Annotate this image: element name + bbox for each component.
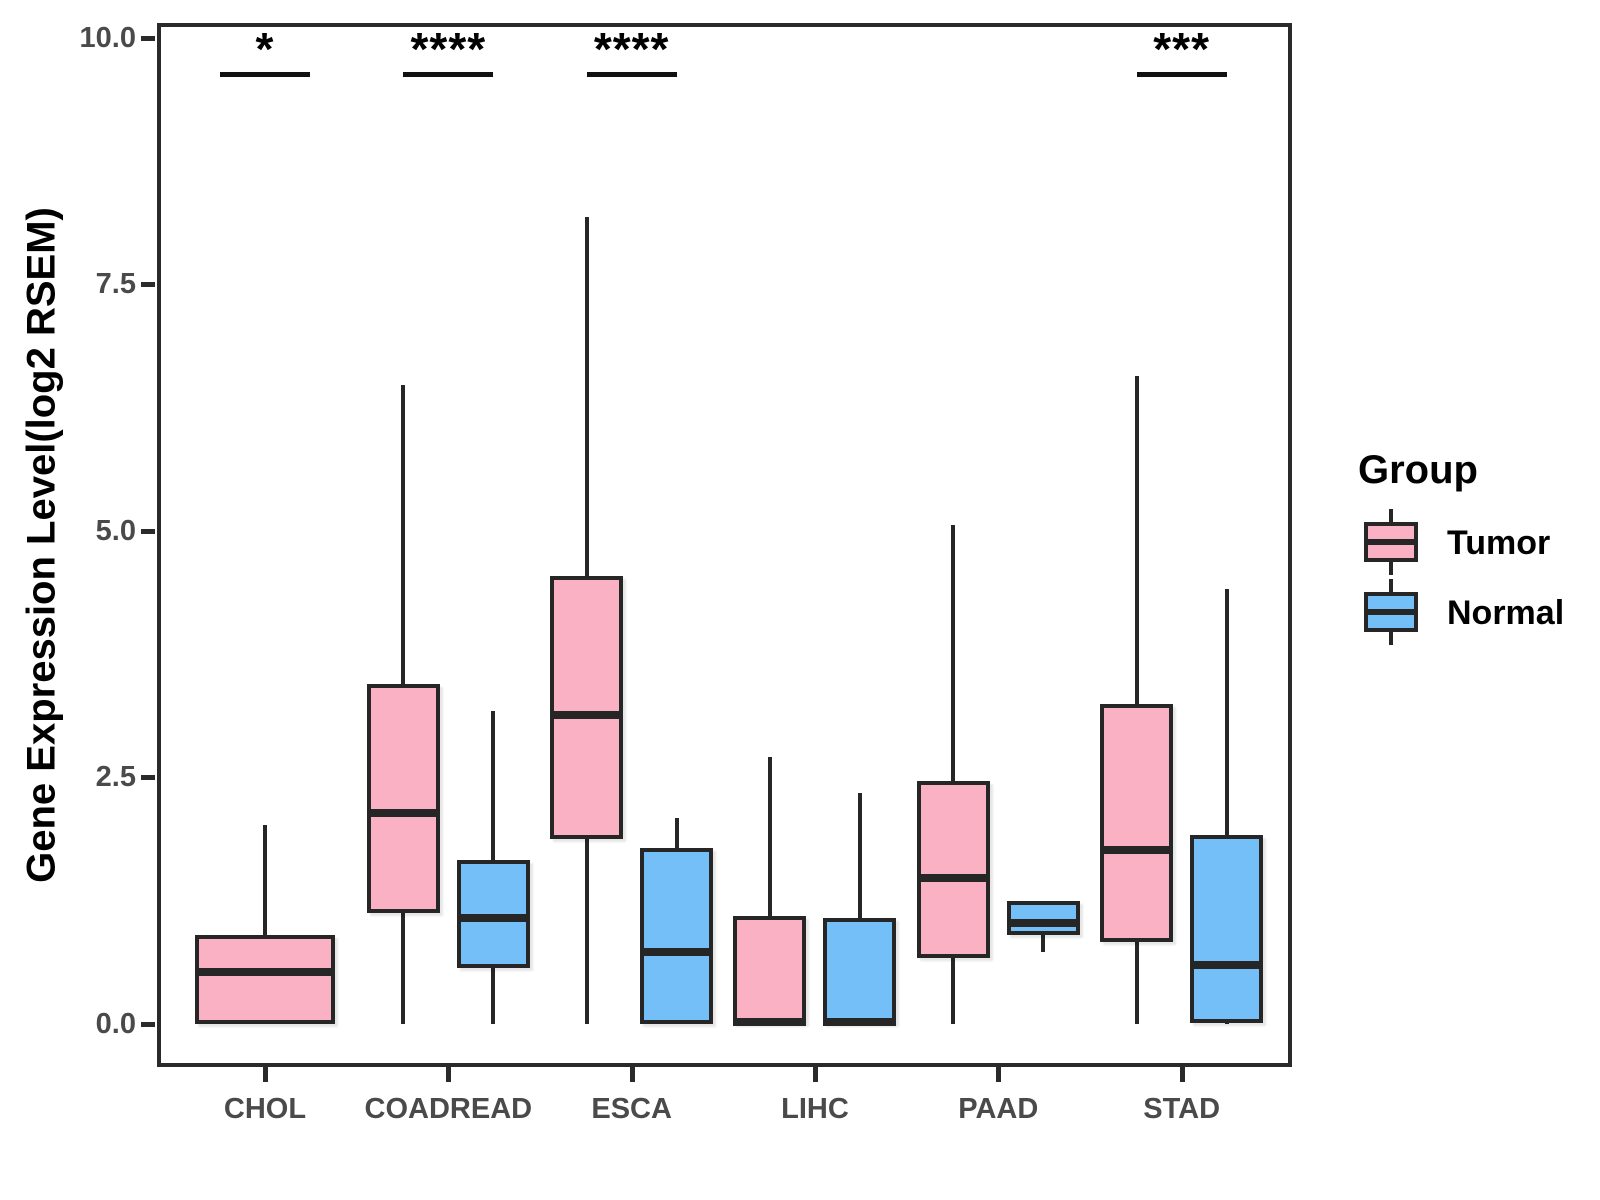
legend-label-normal: Normal: [1447, 594, 1565, 632]
box-tumor-LIHC: [733, 916, 807, 1024]
significance-bar-CHOL: [220, 72, 310, 77]
whisker-lower-tumor-PAAD: [951, 957, 956, 1024]
legend-title: Group: [1358, 448, 1478, 492]
whisker-upper-normal-STAD: [1224, 589, 1229, 835]
significance-stars-ESCA: ****: [593, 23, 670, 75]
x-tick-mark: [996, 1067, 1002, 1082]
median-tumor-STAD: [1100, 846, 1174, 855]
whisker-lower-tumor-ESCA: [584, 838, 589, 1024]
whisker-lower-tumor-COADREAD: [401, 912, 406, 1024]
box-tumor-PAAD: [916, 781, 990, 958]
whisker-upper-tumor-ESCA: [584, 217, 589, 577]
significance-stars-STAD: ***: [1153, 23, 1210, 75]
y-tick-label: 10.0: [79, 21, 136, 54]
whisker-upper-tumor-PAAD: [951, 524, 956, 782]
box-tumor-COADREAD: [366, 683, 440, 913]
whisker-upper-tumor-COADREAD: [401, 384, 406, 684]
whisker-upper-normal-ESCA: [674, 817, 679, 849]
median-normal-ESCA: [640, 948, 714, 956]
significance-stars-COADREAD: ****: [410, 23, 487, 75]
x-tick-mark: [629, 1067, 635, 1082]
significance-bar-ESCA: [586, 72, 677, 77]
box-tumor-CHOL: [195, 935, 335, 1024]
x-tick-mark: [1179, 1067, 1185, 1082]
median-normal-PAAD: [1006, 919, 1080, 928]
box-tumor-STAD: [1100, 704, 1174, 943]
box-tumor-ESCA: [550, 576, 624, 839]
median-tumor-ESCA: [550, 711, 624, 720]
x-tick-mark: [812, 1067, 818, 1082]
y-tick-mark: [141, 35, 155, 41]
x-tick-label: CHOL: [223, 1093, 307, 1125]
significance-bar-COADREAD: [403, 72, 494, 77]
significance-bar-STAD: [1136, 72, 1227, 77]
box-normal-PAAD: [1006, 900, 1080, 936]
y-tick-label: 5.0: [95, 514, 136, 547]
whisker-upper-normal-LIHC: [857, 793, 862, 919]
x-tick-label: PAAD: [958, 1093, 1039, 1125]
y-tick-label: 7.5: [95, 268, 136, 301]
whisker-lower-normal-STAD: [1224, 1023, 1229, 1024]
box-normal-LIHC: [823, 918, 897, 1024]
median-tumor-COADREAD: [366, 808, 440, 817]
median-normal-LIHC: [823, 1018, 897, 1027]
legend-key-median-normal: [1364, 609, 1418, 615]
y-tick-mark: [141, 282, 155, 288]
y-tick-label: 2.5: [95, 761, 136, 794]
whisker-upper-tumor-CHOL: [263, 824, 267, 936]
y-tick-mark: [141, 1022, 155, 1027]
y-tick-mark: [141, 528, 155, 534]
whisker-upper-normal-COADREAD: [491, 711, 496, 861]
x-tick-label: LIHC: [781, 1093, 849, 1125]
x-tick-mark: [446, 1067, 452, 1082]
significance-stars-CHOL: *: [255, 23, 275, 75]
median-tumor-PAAD: [916, 874, 990, 883]
box-normal-ESCA: [640, 848, 714, 1024]
whisker-lower-normal-COADREAD: [491, 967, 496, 1024]
x-tick-label: COADREAD: [364, 1093, 533, 1125]
whisker-upper-tumor-STAD: [1134, 376, 1139, 705]
median-normal-STAD: [1190, 960, 1264, 969]
legend-label-tumor: Tumor: [1447, 524, 1551, 562]
median-normal-COADREAD: [456, 914, 530, 923]
legend-key-median-tumor: [1364, 539, 1418, 545]
x-tick-mark: [263, 1067, 268, 1082]
box-normal-STAD: [1190, 834, 1264, 1023]
whisker-lower-normal-PAAD: [1041, 935, 1046, 952]
median-tumor-LIHC: [733, 1018, 807, 1027]
whisker-lower-tumor-STAD: [1134, 942, 1139, 1024]
y-tick-label: 0.0: [95, 1008, 136, 1040]
x-tick-label: ESCA: [591, 1093, 672, 1125]
median-tumor-CHOL: [195, 967, 335, 976]
whisker-upper-tumor-LIHC: [767, 756, 772, 917]
y-tick-mark: [141, 775, 155, 781]
box-normal-COADREAD: [456, 860, 530, 968]
x-tick-label: STAD: [1143, 1093, 1221, 1125]
